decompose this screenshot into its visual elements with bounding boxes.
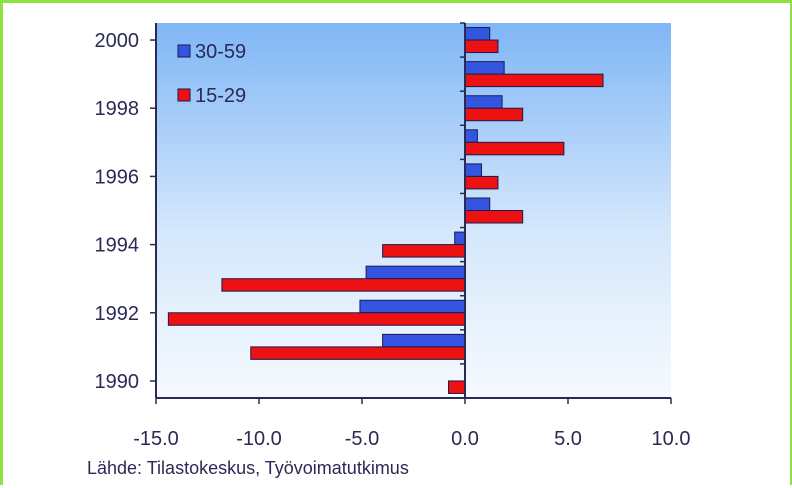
bars bbox=[167, 22, 604, 394]
bar-chart: 1990 1992 1994 1996 1998 2000 -15.0 -10.0 -5.0 0… bbox=[87, 22, 690, 478]
x-tick-label-5.0: 5.0 bbox=[554, 428, 582, 450]
bar-15-29-1993 bbox=[221, 278, 466, 292]
bar-30-59-1991 bbox=[382, 333, 466, 348]
x-tick-label--5.0: -5.0 bbox=[345, 428, 379, 450]
bar-15-29-1995 bbox=[464, 210, 524, 224]
x-tick-labels: -15.0 -10.0 -5.0 0.0 5.0 10.0 bbox=[133, 398, 690, 450]
bar-15-29-1990 bbox=[448, 380, 466, 394]
y-tick-label-1998: 1998 bbox=[95, 98, 140, 120]
bar-30-59-1996 bbox=[464, 163, 482, 177]
y-tick-labels: 1990 1992 1994 1996 1998 2000 bbox=[95, 30, 156, 393]
bar-15-29-1992 bbox=[167, 312, 466, 326]
legend: 30-59 15-29 bbox=[177, 41, 246, 107]
y-tick-label-2000: 2000 bbox=[95, 30, 140, 52]
legend-swatch-30-59 bbox=[177, 44, 191, 58]
bar-15-29-1999 bbox=[464, 73, 604, 88]
y-tick-label-1990: 1990 bbox=[95, 371, 140, 393]
y-tick-label-1992: 1992 bbox=[95, 303, 140, 325]
x-tick-label-10.0: 10.0 bbox=[652, 428, 691, 450]
x-tick-label--10.0: -10.0 bbox=[236, 428, 282, 450]
bar-30-59-1992 bbox=[359, 299, 466, 314]
bar-30-59-1998 bbox=[464, 95, 503, 109]
bar-30-59-1995 bbox=[464, 197, 491, 211]
bar-15-29-1994 bbox=[382, 244, 466, 258]
legend-label-30-59: 30-59 bbox=[195, 41, 246, 63]
x-tick-label-0.0: 0.0 bbox=[451, 428, 479, 450]
bar-15-29-1997 bbox=[464, 141, 565, 156]
source-note: Lähde: Tilastokeskus, Työvoimatutkimus bbox=[87, 458, 409, 478]
bar-30-59-1993 bbox=[365, 265, 466, 280]
bar-30-59-1994 bbox=[454, 231, 466, 246]
y-tick-label-1994: 1994 bbox=[95, 235, 140, 257]
bar-30-59-1999 bbox=[464, 61, 505, 75]
bar-30-59-2000 bbox=[464, 27, 491, 41]
bar-15-29-1991 bbox=[250, 346, 466, 360]
y-tick-label-1996: 1996 bbox=[95, 166, 140, 188]
legend-label-15-29: 15-29 bbox=[195, 85, 246, 107]
bar-30-59-1997 bbox=[464, 129, 478, 143]
bar-15-29-2000 bbox=[464, 39, 499, 54]
bar-15-29-1996 bbox=[464, 175, 499, 190]
legend-swatch-15-29 bbox=[177, 88, 191, 102]
bar-15-29-1998 bbox=[464, 107, 524, 122]
x-tick-label--15.0: -15.0 bbox=[133, 428, 179, 450]
